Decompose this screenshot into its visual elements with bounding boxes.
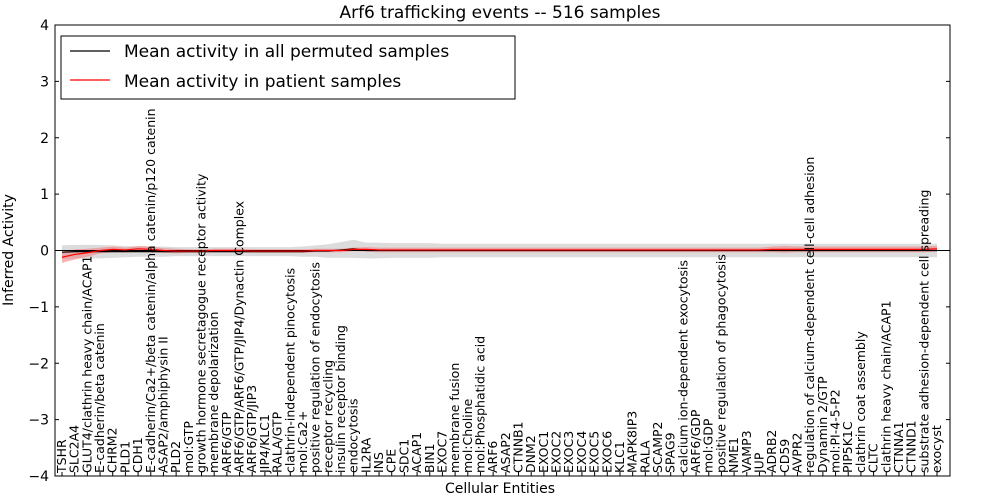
x-tick-label: mol:PI-4-5-P2 [828, 389, 843, 473]
x-tick-label: EXOC7 [434, 431, 449, 473]
x-tick-label: ACAP1 [409, 432, 424, 473]
x-tick-label: PLD1 [117, 441, 132, 473]
x-tick-label: CTNNA1 [891, 421, 906, 473]
x-tick-label: receptor recycling [320, 360, 335, 473]
x-tick-label: GLUT4/clathrin heavy chain/ACAP1 [79, 255, 94, 473]
x-tick-label: clathrin coat assembly [853, 331, 868, 473]
legend-box [60, 35, 516, 100]
x-tick-label: EXOC5 [587, 431, 602, 473]
x-tick-label: CDH1 [130, 437, 145, 473]
x-tick-label: membrane depolarization [206, 312, 221, 473]
x-tick-label: SCAMP2 [650, 422, 665, 474]
y-tick-label: 1 [40, 187, 49, 203]
legend-label-permuted: Mean activity in all permuted samples [124, 42, 449, 62]
x-tick-label: MAPK8IP3 [625, 411, 640, 473]
x-tick-label: EXOC1 [536, 431, 551, 473]
x-tick-label: ARF6/GTP [219, 412, 234, 473]
x-tick-label: JIP4/KLC1 [257, 414, 272, 474]
x-tick-label: positive regulation of endocytosis [308, 262, 323, 473]
y-tick-label: 2 [40, 131, 49, 147]
x-tick-label: Dynamin 2/GTP [815, 376, 830, 473]
x-tick-label: TSHR [54, 439, 69, 474]
y-tick-label: 0 [40, 244, 49, 260]
x-tick-label: PIP5K1C [840, 421, 855, 473]
x-tick-label: SLC2A4 [67, 425, 82, 473]
x-tick-label: KLC1 [612, 441, 627, 473]
x-tick-label: membrane fusion [447, 363, 462, 473]
x-tick-label: EXOC6 [599, 431, 614, 473]
x-tick-label: CTNNB1 [511, 421, 526, 473]
x-tick-label: E-cadherin/beta catenin [92, 323, 107, 473]
x-tick-label: VAMP3 [739, 430, 754, 473]
x-tick-label: EXOC4 [574, 431, 589, 473]
chart-title: Arf6 trafficking events -- 516 samples [339, 3, 660, 23]
x-tick-label: PLD2 [168, 441, 183, 473]
legend: Mean activity in all permuted samples Me… [60, 35, 516, 100]
x-tick-label: mol:GTP [181, 421, 196, 473]
x-tick-label: endocytosis [346, 398, 361, 473]
x-tick-label: ARF6/GDP [688, 409, 703, 473]
x-tick-label: ADRB2 [764, 430, 779, 473]
line-patient [61, 248, 938, 258]
x-tick-label: mol:Ca2+ [295, 411, 310, 473]
x-tick-label: NME1 [726, 437, 741, 473]
legend-label-patient: Mean activity in patient samples [124, 72, 401, 92]
y-axis-label: Inferred Activity [1, 194, 17, 306]
x-tick-label: mol:Choline [460, 398, 475, 473]
x-tick-label: DNM2 [523, 435, 538, 473]
x-tick-label: BIN1 [422, 443, 437, 473]
y-tick-label: −4 [28, 469, 49, 485]
x-tick-label: AVPR2 [790, 433, 805, 473]
x-tick-label: mol:GDP [701, 418, 716, 473]
y-tick-label: 4 [40, 18, 49, 34]
x-tick-label: mol:Phosphatidic acid [472, 336, 487, 473]
x-tick-label: exocyst [929, 425, 944, 473]
x-tick-label: CLTC [866, 443, 881, 473]
x-tick-label: CHRM2 [105, 427, 120, 473]
y-tick-label: −1 [28, 300, 49, 316]
x-tick-label: positive regulation of phagocytosis [713, 254, 728, 473]
x-tick-label: SPAG9 [663, 432, 678, 473]
x-tick-label: SDC1 [396, 439, 411, 473]
y-tick-label: 3 [40, 74, 49, 90]
x-tick-label: substrate adhesion-dependent cell spread… [916, 190, 931, 473]
x-tick-label: ARF6/GTP/ARF6/GTP/JIP4/Dynactin Complex [232, 201, 247, 473]
x-tick-label: CPE [384, 449, 399, 473]
x-tick-label: regulation of calcium-dependent cell-cel… [802, 157, 817, 473]
x-tick-label: insulin receptor binding [333, 325, 348, 473]
x-tick-label: E-cadherin/Ca2+/beta catenin/alpha caten… [143, 108, 158, 473]
x-tick-label: CD59 [777, 439, 792, 473]
x-axis-label: Cellular Entities [445, 481, 555, 497]
x-tick-label: CTNND1 [904, 420, 919, 473]
x-tick-label: ARF6 [485, 441, 500, 473]
x-tick-label: growth hormone secretagogue receptor act… [193, 173, 208, 473]
x-tick-label: ARF6/GTP/JIP3 [244, 385, 259, 473]
x-tick-label: EXOC3 [561, 431, 576, 473]
x-tick-label: ASAP2/amphiphysin II [155, 336, 170, 473]
x-tick-label: JUP [751, 452, 766, 474]
x-tick-label: EXOC2 [549, 431, 564, 473]
x-tick-label: IL2RA [358, 437, 373, 473]
x-tick-label: INS [371, 452, 386, 473]
x-tick-label: clathrin heavy chain/ACAP1 [878, 300, 893, 473]
x-tick-label: RALA/GTP [270, 411, 285, 473]
x-tick-label: RALA [637, 440, 652, 473]
x-tick-label: calcium ion-dependent exocytosis [675, 260, 690, 473]
x-tick-label: ASAP2 [498, 432, 513, 473]
x-tick-label: clathrin-independent pinocytosis [282, 268, 297, 473]
y-tick-label: −3 [28, 413, 49, 429]
y-tick-label: −2 [28, 356, 49, 372]
